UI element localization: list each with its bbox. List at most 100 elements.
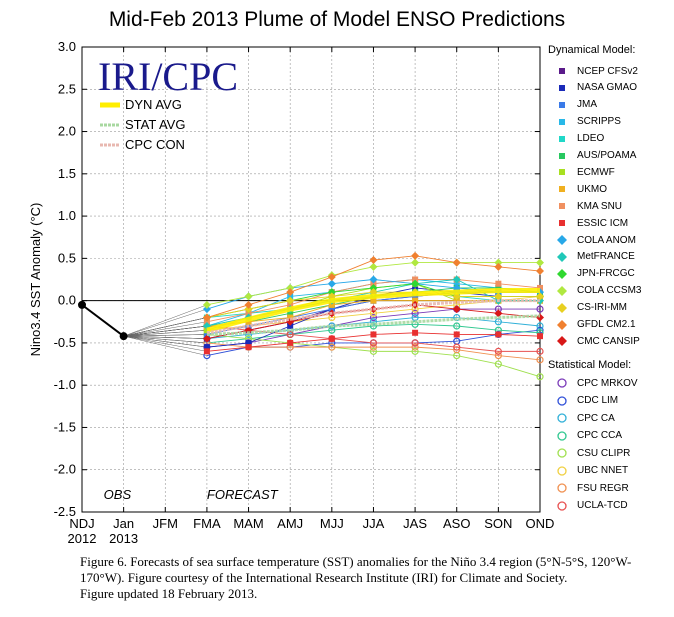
data-point [244, 305, 253, 314]
legend-item-statistical: UBC NNET [556, 464, 628, 478]
series-line [206, 342, 541, 361]
data-point [453, 343, 461, 351]
legend-item-label: ECMWF [577, 166, 615, 178]
data-point [202, 300, 211, 309]
average-legend-label: CPC CON [125, 137, 185, 152]
y-tick-label: -1.5 [54, 419, 76, 434]
legend-item-dynamical: UKMO [556, 182, 607, 196]
legend-item-statistical: UCLA-TCD [556, 499, 628, 513]
circle-marker-icon [556, 447, 568, 459]
data-point [536, 313, 544, 322]
diamond-marker-icon [556, 285, 568, 297]
legend-item-dynamical: KMA SNU [556, 199, 622, 213]
legend-item-dynamical: GFDL CM2.1 [556, 318, 636, 332]
legend-item-label: CDC LIM [577, 395, 619, 406]
data-point [245, 310, 252, 317]
data-point [202, 313, 211, 322]
obs-link-line [123, 308, 207, 337]
obs-link-line [123, 335, 207, 352]
legend-item-label: CMC CANSIP [577, 335, 640, 347]
data-point [494, 309, 503, 318]
data-point [495, 284, 502, 291]
obs-link-line [123, 335, 207, 348]
data-point [411, 347, 419, 355]
square-marker-icon [556, 200, 568, 212]
legend-item-label: CPC MRKOV [577, 377, 638, 389]
iri-cpc-logo: IRI/CPC [98, 54, 238, 99]
y-tick-label: -2.0 [54, 462, 76, 477]
legend-item-label: NASA GMAO [577, 82, 638, 94]
legend-item-dynamical: JMA [556, 98, 597, 112]
data-point [327, 288, 336, 297]
x-tick-label: MJJ [320, 516, 344, 531]
legend-item-statistical: CPC CCA [556, 429, 622, 443]
obs-link-line [123, 335, 207, 344]
x-tick-label: OND [526, 516, 555, 531]
data-point [412, 284, 419, 291]
plume-chart: 3.0 2.5 2.0 1.5 1.0 0.5 0.0 -0.5 -1.0 -1.5 -2.0 -2.… [28, 39, 555, 546]
legend-item-statistical: CPC MRKOV [556, 376, 638, 390]
data-point [536, 356, 544, 364]
data-point [536, 305, 544, 313]
legend-item-dynamical: CMC CANSIP [556, 334, 640, 348]
data-point [453, 297, 460, 304]
legend-item-label: AUS/POAMA [577, 150, 637, 161]
data-point [369, 343, 378, 351]
legend-item-label: JMA [577, 99, 597, 111]
data-point [494, 360, 502, 368]
data-point [494, 262, 503, 271]
data-point [286, 288, 295, 297]
data-point [244, 300, 253, 309]
y-tick-label: -1.0 [54, 377, 76, 392]
data-point [287, 339, 294, 346]
data-point [536, 373, 544, 381]
observed-line [81, 304, 125, 337]
data-point [494, 351, 502, 360]
obs-link-line [123, 335, 207, 339]
data-point [411, 339, 419, 347]
legend-item-label: CSU CLIPR [577, 447, 631, 459]
legend-item-dynamical: MetFRANCE [556, 250, 635, 264]
data-point [287, 314, 294, 321]
data-point [495, 280, 502, 287]
obs-link-line [123, 321, 207, 337]
legend-item-dynamical: COLA CCSM3 [556, 284, 641, 298]
obs-link-line [123, 334, 207, 337]
data-point [494, 347, 502, 355]
legend-item-dynamical: SCRIPPS [556, 115, 621, 129]
square-marker-icon [556, 166, 568, 178]
data-point [537, 333, 543, 340]
data-point [452, 275, 461, 284]
data-point [494, 258, 503, 267]
square-marker-icon [556, 65, 568, 77]
average-line [206, 299, 540, 335]
obs-link-line [123, 317, 207, 337]
square-marker-icon [556, 82, 568, 94]
circle-marker-icon [556, 377, 568, 389]
legend-item-dynamical: NCEP CFSv2 [556, 64, 638, 78]
square-marker-icon [556, 150, 568, 162]
x-tick-label: SON [484, 516, 512, 531]
square-marker-icon [556, 116, 568, 128]
data-point [411, 343, 419, 351]
legend-dynamical-title: Dynamical Model: [548, 44, 636, 56]
data-point [202, 305, 211, 314]
circle-marker-icon [556, 412, 568, 424]
data-point [244, 326, 253, 335]
x-tick-label: FMA [193, 516, 221, 531]
data-point [494, 318, 502, 326]
legend-item-statistical: FSU REGR [556, 481, 629, 495]
data-point [203, 318, 210, 325]
series-layer [78, 251, 544, 381]
obs-annotation: OBS [104, 487, 132, 502]
legend-item-label: COLA CCSM3 [577, 285, 642, 297]
data-point [412, 276, 419, 283]
series-line [206, 325, 540, 352]
legend-item-label: FSU REGR [577, 482, 629, 494]
chart-title: Mid-Feb 2013 Plume of Model ENSO Predict… [108, 8, 566, 31]
average-line [206, 314, 541, 336]
diamond-marker-icon [556, 302, 568, 314]
legend-item-dynamical: AUS/POAMA [556, 149, 636, 163]
legend-item-dynamical: LDEO [556, 132, 604, 146]
data-point [411, 258, 420, 267]
